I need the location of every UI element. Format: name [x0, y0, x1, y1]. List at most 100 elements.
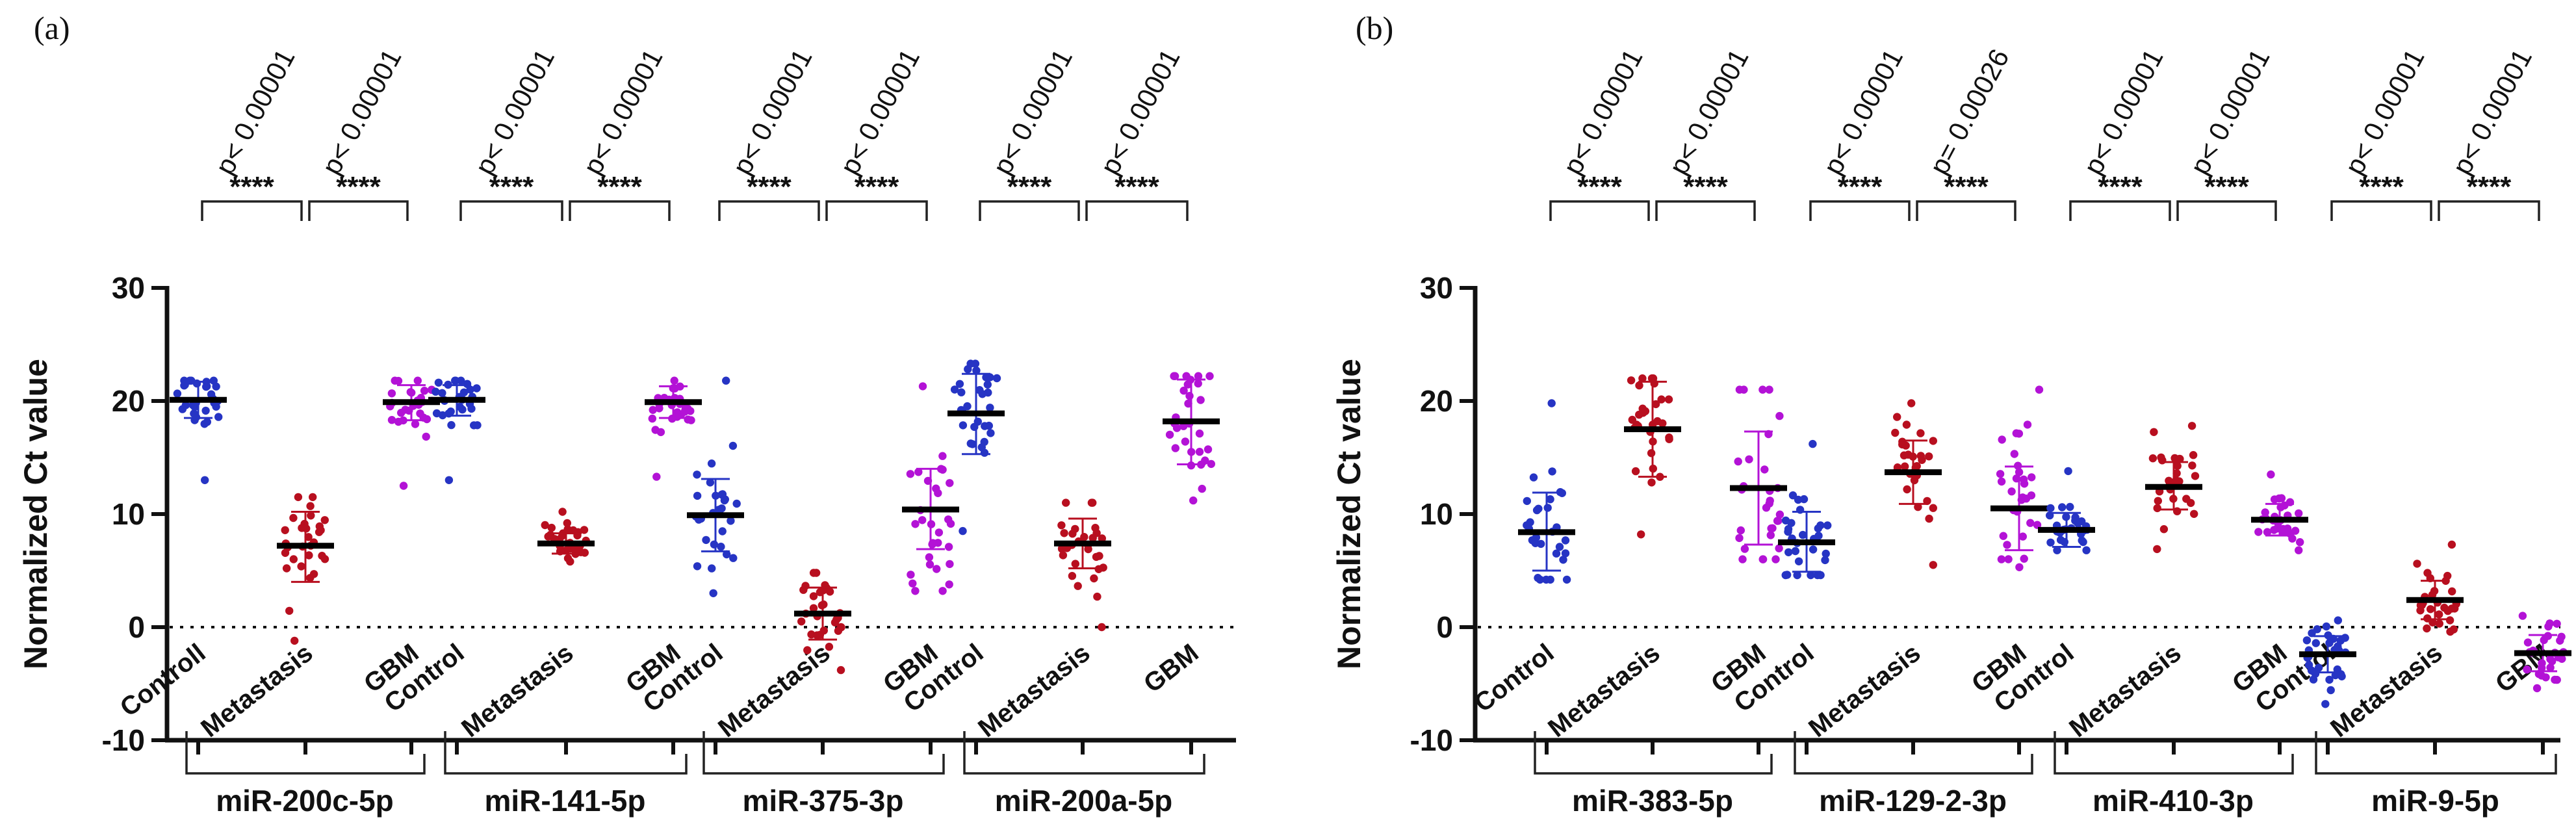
- data-point: [2190, 510, 2198, 518]
- data-point: [1547, 399, 1556, 407]
- y-tick-label: 30: [112, 271, 145, 305]
- data-point: [966, 439, 975, 448]
- data-point: [2551, 675, 2559, 684]
- data-point: [1091, 524, 1100, 532]
- significance-stars: ****: [2467, 171, 2512, 203]
- data-point: [2413, 560, 2421, 568]
- data-point: [1664, 395, 1673, 404]
- data-point: [963, 402, 972, 411]
- data-point: [1088, 534, 1097, 542]
- data-point: [2518, 612, 2527, 620]
- data-point: [649, 406, 657, 414]
- series-gbm: [2251, 470, 2308, 554]
- data-point: [2028, 473, 2036, 482]
- data-point: [387, 416, 396, 424]
- data-point: [1794, 557, 1803, 565]
- data-point: [2007, 487, 2016, 496]
- data-point: [648, 414, 656, 423]
- data-point: [727, 517, 735, 525]
- data-point: [298, 524, 306, 532]
- data-point: [809, 604, 818, 612]
- data-point: [1635, 410, 1643, 419]
- data-point: [289, 513, 298, 523]
- significance-stars: ****: [336, 171, 381, 203]
- p-value-label: p< 0.00001: [316, 44, 407, 180]
- data-point: [1997, 555, 2006, 563]
- series-control: [1778, 439, 1835, 580]
- data-point: [1068, 572, 1077, 580]
- data-point: [2270, 495, 2279, 504]
- data-point: [2545, 619, 2554, 628]
- p-value-label: p= 0.00026: [1924, 44, 2015, 180]
- series-control: [687, 376, 744, 597]
- data-point: [1543, 504, 1552, 512]
- data-point: [2322, 622, 2331, 631]
- data-point: [1998, 435, 2006, 444]
- data-point: [2046, 504, 2055, 513]
- data-point: [1529, 473, 1538, 482]
- data-point: [2176, 454, 2184, 463]
- significance-stars: ****: [2098, 171, 2143, 203]
- data-point: [563, 519, 571, 528]
- data-point: [307, 511, 315, 520]
- series-control: [947, 359, 1005, 536]
- data-point: [1546, 495, 1554, 504]
- p-value-label: p< 0.00001: [2339, 44, 2430, 180]
- mirna-group-bracket: [2054, 731, 2294, 775]
- series-gbm: [1730, 385, 1787, 563]
- data-point: [1057, 521, 1066, 530]
- data-point: [1809, 439, 1817, 448]
- data-point: [1791, 547, 1799, 556]
- data-point: [680, 407, 689, 416]
- data-point: [1996, 470, 2005, 478]
- data-point: [285, 606, 294, 615]
- series-gbm: [1163, 372, 1220, 505]
- data-point: [2548, 657, 2557, 665]
- data-point: [707, 459, 716, 468]
- data-point: [2188, 461, 2196, 470]
- data-point: [411, 420, 420, 428]
- data-point: [1925, 452, 1933, 461]
- significance-stars: ****: [1683, 171, 1728, 203]
- data-point: [1194, 379, 1202, 388]
- data-point: [706, 478, 715, 487]
- series-control: [2299, 616, 2356, 708]
- data-point: [1736, 526, 1745, 535]
- data-point: [181, 380, 189, 389]
- data-point: [1814, 524, 1822, 533]
- data-point: [472, 384, 481, 393]
- data-point: [1651, 400, 1660, 409]
- category-label: Metastasis: [196, 638, 318, 743]
- data-point: [305, 551, 313, 560]
- significance-stars: ****: [229, 171, 274, 203]
- data-point: [2261, 508, 2269, 517]
- data-point: [1170, 372, 1178, 380]
- data-point: [825, 587, 834, 596]
- data-point: [1627, 376, 1636, 385]
- p-value-label: p< 0.00001: [2446, 44, 2538, 180]
- data-point: [1918, 456, 1926, 464]
- significance-bracket: [825, 200, 928, 221]
- data-point: [693, 491, 702, 500]
- data-point: [387, 389, 396, 398]
- category-label: Metastasis: [456, 638, 578, 743]
- data-point: [2309, 675, 2318, 684]
- data-point: [1901, 462, 1909, 471]
- significance-bracket: [2069, 200, 2171, 221]
- data-point: [1740, 545, 1749, 553]
- data-point: [1094, 565, 1103, 573]
- data-point: [1775, 510, 1784, 519]
- data-point: [2018, 532, 2027, 541]
- data-point: [981, 422, 989, 430]
- data-point: [309, 493, 317, 502]
- y-axis-title: Normalized Ct value: [1331, 359, 1367, 669]
- data-point: [1765, 385, 1773, 394]
- significance-stars: ****: [597, 171, 642, 203]
- data-point: [438, 389, 446, 397]
- data-point: [957, 388, 966, 396]
- data-point: [2148, 454, 2157, 463]
- data-point: [1638, 404, 1647, 413]
- data-point: [918, 382, 927, 391]
- p-value-label: p< 0.00001: [209, 44, 301, 180]
